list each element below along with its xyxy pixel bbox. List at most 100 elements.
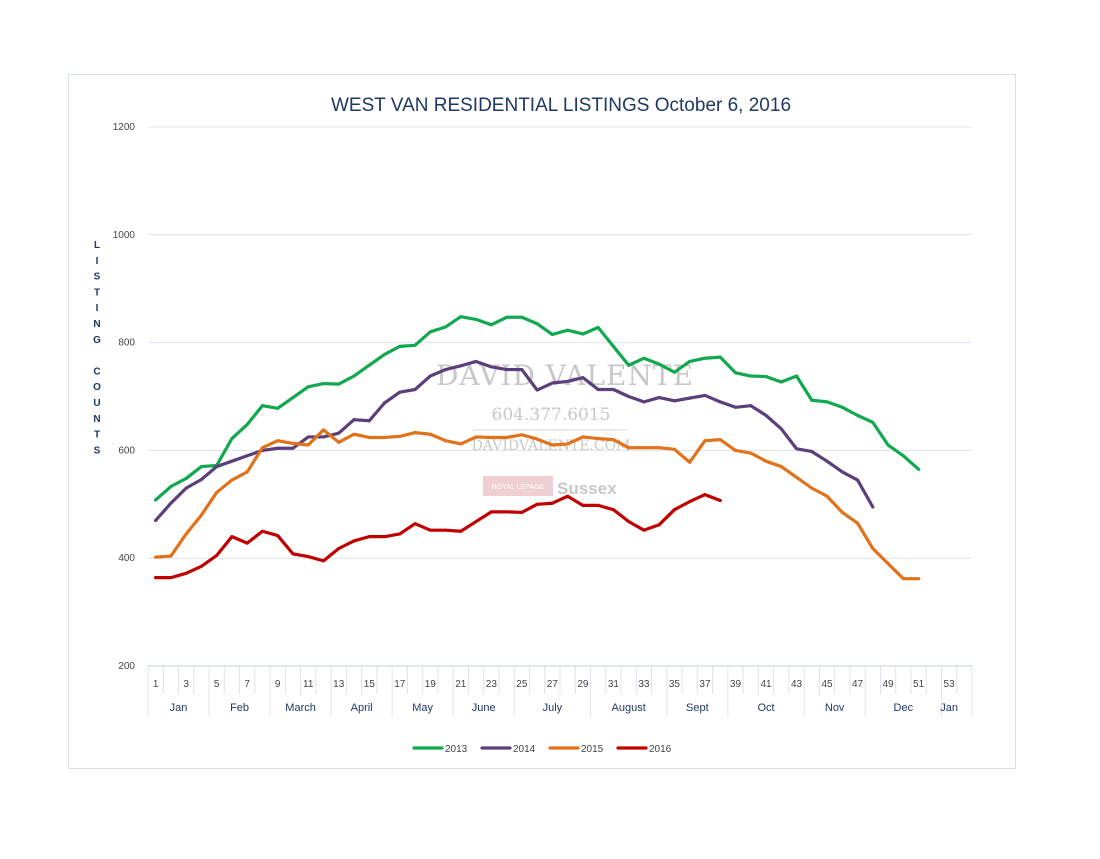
legend-label: 2013 [445, 744, 468, 755]
month-label: May [412, 702, 433, 714]
month-label: Feb [230, 702, 249, 714]
data-point-2014 [444, 368, 448, 372]
data-point-2013 [505, 315, 509, 319]
data-point-2015 [184, 532, 188, 536]
data-point-2016 [306, 555, 310, 559]
data-point-2013 [520, 315, 524, 319]
legend-label: 2016 [649, 744, 672, 755]
y-tick-label: 1200 [113, 122, 136, 133]
data-point-2013 [367, 363, 371, 367]
x-tick-label: 41 [760, 679, 772, 690]
watermark: DAVID VALENTE 604.377.6015 DAVIDVALENTE.… [436, 359, 694, 498]
month-label: Jan [940, 702, 958, 714]
series-lines [154, 315, 921, 581]
data-point-2013 [733, 371, 737, 375]
data-point-2013 [260, 404, 264, 408]
data-point-2014 [352, 418, 356, 422]
data-point-2016 [596, 503, 600, 507]
data-point-2014 [596, 387, 600, 391]
data-point-2013 [245, 423, 249, 427]
data-point-2016 [184, 571, 188, 575]
data-point-2016 [230, 535, 234, 539]
data-point-2014 [611, 387, 615, 391]
data-point-2016 [215, 554, 219, 558]
x-tick-label: 49 [883, 679, 895, 690]
grid-lines [148, 126, 972, 559]
data-point-2014 [871, 505, 875, 509]
legend: 2013 2014 2015 2016 [412, 744, 672, 755]
y-label-letter: S [94, 272, 101, 283]
data-point-2014 [825, 459, 829, 463]
y-tick-label: 800 [118, 338, 135, 349]
data-point-2015 [260, 446, 264, 450]
y-label-letter: S [94, 445, 101, 456]
data-point-2013 [459, 315, 463, 319]
month-label: Sept [686, 702, 709, 714]
data-point-2014 [383, 401, 387, 405]
data-point-2015 [398, 434, 402, 438]
data-point-2015 [428, 432, 432, 436]
x-tick-label: 43 [791, 679, 803, 690]
data-point-2013 [566, 328, 570, 332]
data-point-2016 [444, 528, 448, 532]
data-point-2013 [535, 322, 539, 326]
data-point-2014 [581, 376, 585, 380]
watermark-brand-box [483, 476, 553, 496]
data-point-2014 [840, 470, 844, 474]
data-point-2015 [596, 437, 600, 441]
data-point-2015 [505, 435, 509, 439]
data-point-2015 [199, 513, 203, 517]
data-point-2015 [230, 478, 234, 482]
data-point-2015 [520, 433, 524, 437]
data-point-2016 [413, 522, 417, 526]
data-point-2013 [154, 498, 158, 502]
y-label-letter: T [94, 430, 100, 441]
data-point-2014 [474, 359, 478, 363]
x-tick-label: 11 [303, 679, 314, 690]
data-point-2013 [703, 356, 707, 360]
data-point-2016 [642, 528, 646, 532]
data-point-2014 [154, 518, 158, 522]
data-point-2013 [657, 362, 661, 366]
month-label: Jan [170, 702, 188, 714]
data-point-2015 [657, 446, 661, 450]
data-point-2013 [611, 344, 615, 348]
data-point-2016 [535, 502, 539, 506]
y-label-letter: T [94, 287, 100, 298]
x-tick-label: 37 [699, 679, 711, 690]
data-point-2015 [871, 546, 875, 550]
data-point-2013 [230, 437, 234, 441]
data-point-2013 [169, 485, 173, 489]
data-point-2014 [291, 446, 295, 450]
data-point-2014 [505, 368, 509, 372]
data-point-2013 [688, 359, 692, 363]
data-point-2014 [520, 368, 524, 372]
data-point-2014 [489, 365, 493, 369]
data-point-2016 [291, 552, 295, 556]
x-tick-label: 45 [821, 679, 833, 690]
x-tick-label: 33 [638, 679, 650, 690]
data-point-2016 [154, 576, 158, 580]
watermark-name: DAVID VALENTE [436, 359, 694, 392]
y-tick-label: 1000 [113, 230, 136, 241]
data-point-2015 [245, 470, 249, 474]
data-point-2015 [901, 577, 905, 581]
data-point-2016 [383, 535, 387, 539]
x-tick-label: 51 [913, 679, 925, 690]
data-point-2014 [199, 478, 203, 482]
data-point-2016 [550, 501, 554, 505]
y-label-letter: I [96, 256, 99, 267]
data-point-2013 [184, 476, 188, 480]
data-point-2013 [444, 325, 448, 329]
data-point-2014 [672, 399, 676, 403]
data-point-2015 [856, 521, 860, 525]
data-point-2015 [459, 442, 463, 446]
y-label-letter: N [93, 414, 100, 425]
data-point-2014 [215, 465, 219, 469]
data-point-2015 [627, 446, 631, 450]
y-tick-label: 200 [118, 661, 135, 672]
data-point-2013 [856, 413, 860, 417]
data-point-2015 [718, 438, 722, 442]
